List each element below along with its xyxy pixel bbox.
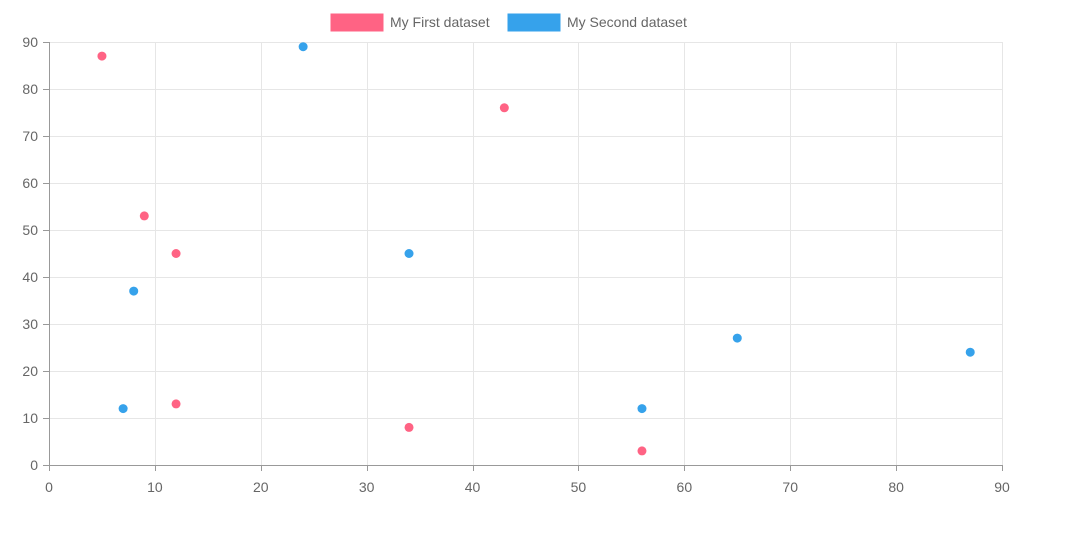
x-tick-label: 70 [782, 479, 798, 495]
legend-label-second-dataset: My Second dataset [567, 14, 687, 30]
legend-swatch-second-dataset [506, 12, 562, 33]
data-point[interactable] [637, 404, 647, 414]
data-point[interactable] [171, 399, 181, 409]
data-point[interactable] [404, 249, 414, 258]
axes [49, 42, 1002, 466]
legend-label-first-dataset: My First dataset [390, 14, 490, 30]
data-points [97, 42, 975, 456]
y-tick-label: 30 [22, 316, 38, 332]
x-axis-ticks: 0 10 20 30 40 50 60 70 80 90 [45, 465, 1010, 495]
x-tick-label: 90 [994, 479, 1010, 495]
data-point[interactable] [732, 333, 742, 343]
grid [49, 42, 1003, 465]
y-tick-label: 80 [22, 81, 38, 97]
data-point[interactable] [499, 103, 509, 113]
data-point[interactable] [298, 42, 308, 52]
y-tick-label: 0 [30, 457, 38, 473]
data-point[interactable] [404, 422, 414, 432]
y-tick-label: 10 [22, 410, 38, 426]
x-tick-label: 30 [359, 479, 375, 495]
legend: My First dataset My Second dataset [329, 12, 687, 33]
data-point[interactable] [637, 446, 647, 456]
x-tick-label: 40 [465, 479, 481, 495]
y-tick-label: 90 [22, 34, 38, 50]
x-tick-label: 20 [253, 479, 269, 495]
x-tick-label: 0 [45, 479, 53, 495]
data-point[interactable] [139, 211, 149, 221]
legend-item-first-dataset[interactable]: My First dataset [329, 12, 490, 33]
data-point[interactable] [97, 51, 107, 61]
y-tick-label: 60 [22, 175, 38, 191]
data-point[interactable] [118, 404, 128, 414]
y-axis-ticks: 0 10 20 30 40 50 60 70 80 90 [22, 34, 49, 473]
y-tick-label: 20 [22, 363, 38, 379]
x-tick-label: 80 [888, 479, 904, 495]
legend-swatch-first-dataset [329, 12, 385, 33]
y-tick-label: 70 [22, 128, 38, 144]
y-tick-label: 50 [22, 222, 38, 238]
y-tick-label: 40 [22, 269, 38, 285]
legend-item-second-dataset[interactable]: My Second dataset [506, 12, 687, 33]
x-tick-label: 60 [677, 479, 693, 495]
series-1 [97, 51, 647, 456]
data-point[interactable] [965, 347, 975, 357]
series-2 [118, 42, 975, 414]
x-tick-label: 50 [571, 479, 587, 495]
data-point[interactable] [171, 249, 181, 258]
x-tick-label: 10 [147, 479, 163, 495]
data-point[interactable] [129, 286, 139, 296]
